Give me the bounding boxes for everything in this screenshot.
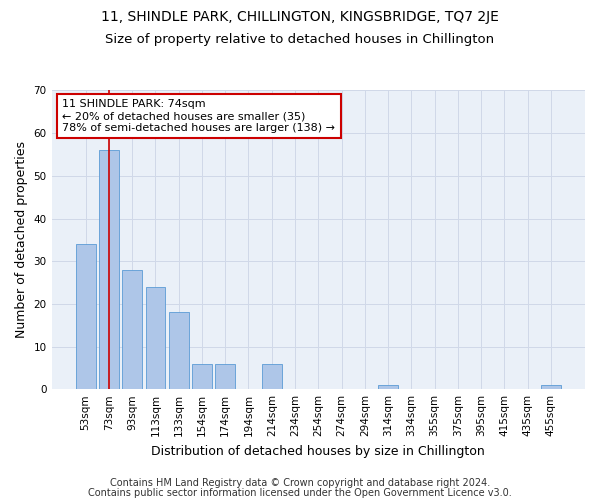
Y-axis label: Number of detached properties: Number of detached properties [15,142,28,338]
Bar [378,385,398,389]
Text: Contains public sector information licensed under the Open Government Licence v3: Contains public sector information licen… [88,488,512,498]
Bar [122,270,142,389]
Bar [169,312,188,389]
X-axis label: Distribution of detached houses by size in Chillington: Distribution of detached houses by size … [151,444,485,458]
Bar [146,287,166,389]
Bar [262,364,281,389]
Text: Size of property relative to detached houses in Chillington: Size of property relative to detached ho… [106,32,494,46]
Bar [99,150,119,389]
Bar [76,244,95,389]
Text: 11 SHINDLE PARK: 74sqm
← 20% of detached houses are smaller (35)
78% of semi-det: 11 SHINDLE PARK: 74sqm ← 20% of detached… [62,100,335,132]
Bar [215,364,235,389]
Text: 11, SHINDLE PARK, CHILLINGTON, KINGSBRIDGE, TQ7 2JE: 11, SHINDLE PARK, CHILLINGTON, KINGSBRID… [101,10,499,24]
Text: Contains HM Land Registry data © Crown copyright and database right 2024.: Contains HM Land Registry data © Crown c… [110,478,490,488]
Bar [541,385,561,389]
Bar [192,364,212,389]
